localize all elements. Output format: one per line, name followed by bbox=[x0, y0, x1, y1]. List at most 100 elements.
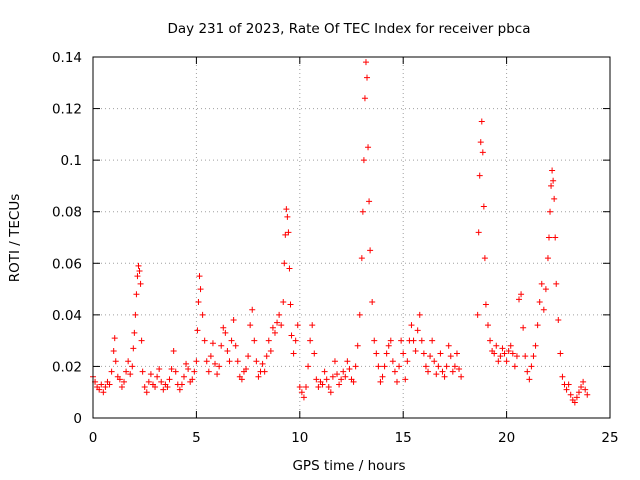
data-point bbox=[412, 347, 419, 354]
data-point bbox=[118, 384, 125, 391]
data-point bbox=[296, 384, 303, 391]
grid-lines bbox=[93, 57, 610, 418]
data-point bbox=[100, 389, 107, 396]
data-point bbox=[288, 332, 295, 339]
y-tick-labels: 0 0.02 0.04 0.06 0.08 0.1 0.12 0.14 bbox=[52, 50, 82, 427]
data-point bbox=[456, 366, 463, 373]
plot-frame bbox=[92, 56, 611, 419]
data-point bbox=[385, 342, 392, 349]
data-point bbox=[284, 213, 291, 220]
data-point bbox=[121, 378, 128, 385]
data-point bbox=[476, 172, 483, 179]
data-point bbox=[195, 298, 202, 305]
data-point bbox=[247, 322, 254, 329]
data-point bbox=[356, 311, 363, 318]
data-point bbox=[207, 353, 214, 360]
data-point bbox=[557, 350, 564, 357]
data-point bbox=[361, 95, 368, 102]
data-point bbox=[230, 317, 237, 324]
data-point bbox=[265, 337, 272, 344]
data-point bbox=[396, 363, 403, 370]
data-point bbox=[216, 363, 223, 370]
data-point bbox=[381, 363, 388, 370]
data-point bbox=[532, 342, 539, 349]
data-point bbox=[108, 368, 115, 375]
data-point bbox=[379, 373, 386, 380]
data-point bbox=[433, 371, 440, 378]
data-point bbox=[285, 229, 292, 236]
data-point bbox=[437, 350, 444, 357]
data-point bbox=[271, 329, 278, 336]
data-point bbox=[315, 384, 322, 391]
axis-ticks bbox=[92, 56, 611, 419]
x-tick-labels: 0 5 10 15 20 25 bbox=[89, 430, 619, 446]
data-point bbox=[249, 306, 256, 313]
data-point bbox=[166, 376, 173, 383]
y-tick-label: 0 bbox=[73, 411, 82, 427]
data-point bbox=[134, 273, 141, 280]
data-point bbox=[123, 368, 130, 375]
data-point bbox=[209, 340, 216, 347]
data-point bbox=[578, 384, 585, 391]
data-point bbox=[321, 368, 328, 375]
data-point bbox=[366, 198, 373, 205]
data-point bbox=[178, 381, 185, 388]
data-point bbox=[183, 360, 190, 367]
data-point bbox=[251, 337, 258, 344]
data-point bbox=[427, 353, 434, 360]
data-point bbox=[431, 358, 438, 365]
data-point bbox=[511, 363, 518, 370]
x-axis-label: GPS time / hours bbox=[292, 458, 405, 474]
data-point bbox=[143, 389, 150, 396]
data-point bbox=[160, 386, 167, 393]
data-point bbox=[435, 363, 442, 370]
data-point bbox=[400, 350, 407, 357]
data-point bbox=[220, 324, 227, 331]
data-point bbox=[158, 378, 165, 385]
data-point bbox=[439, 368, 446, 375]
data-point bbox=[154, 373, 161, 380]
data-point bbox=[102, 384, 109, 391]
data-point bbox=[425, 368, 432, 375]
data-point bbox=[313, 376, 320, 383]
data-point bbox=[475, 229, 482, 236]
data-point bbox=[443, 363, 450, 370]
data-point bbox=[389, 358, 396, 365]
data-point bbox=[261, 368, 268, 375]
data-point bbox=[441, 373, 448, 380]
data-point bbox=[567, 391, 574, 398]
data-point bbox=[416, 311, 423, 318]
data-point bbox=[98, 381, 105, 388]
data-point bbox=[453, 350, 460, 357]
data-point bbox=[575, 389, 582, 396]
data-point bbox=[548, 182, 555, 189]
y-tick-label: 0.1 bbox=[61, 153, 82, 169]
data-point bbox=[338, 376, 345, 383]
data-point bbox=[191, 368, 198, 375]
data-point bbox=[538, 280, 545, 287]
data-point bbox=[138, 337, 145, 344]
data-point bbox=[263, 353, 270, 360]
data-point bbox=[305, 363, 312, 370]
data-point bbox=[176, 386, 183, 393]
data-point bbox=[269, 324, 276, 331]
data-point bbox=[522, 353, 529, 360]
data-point bbox=[205, 368, 212, 375]
data-point bbox=[528, 363, 535, 370]
data-point bbox=[110, 347, 117, 354]
data-point bbox=[180, 373, 187, 380]
data-point bbox=[359, 208, 366, 215]
data-point bbox=[354, 342, 361, 349]
data-point bbox=[350, 378, 357, 385]
data-point bbox=[286, 265, 293, 272]
data-point bbox=[111, 335, 118, 342]
data-point bbox=[152, 384, 159, 391]
data-point bbox=[375, 363, 382, 370]
data-point bbox=[274, 319, 281, 326]
data-point bbox=[334, 371, 341, 378]
data-point bbox=[228, 337, 235, 344]
data-point bbox=[197, 286, 204, 293]
chart-title: Day 231 of 2023, Rate Of TEC Index for r… bbox=[168, 21, 531, 37]
data-point bbox=[298, 389, 305, 396]
